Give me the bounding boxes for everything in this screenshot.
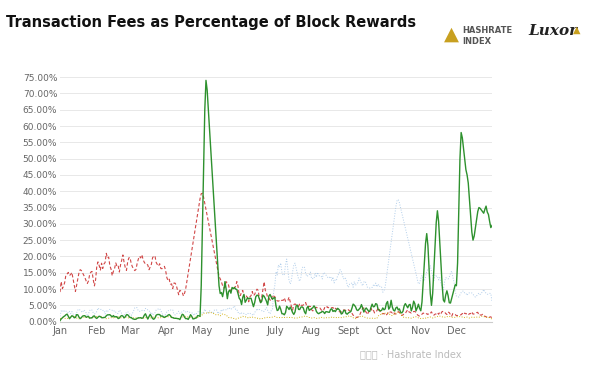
Text: Luxor: Luxor [528,24,577,38]
Text: Transaction Fees as Percentage of Block Rewards: Transaction Fees as Percentage of Block … [6,15,416,30]
Text: HASHRATE
INDEX: HASHRATE INDEX [462,26,512,46]
Text: ▲: ▲ [444,24,459,43]
Text: ▲: ▲ [573,24,581,34]
Text: 公众号 · Hashrate Index: 公众号 · Hashrate Index [360,349,461,359]
